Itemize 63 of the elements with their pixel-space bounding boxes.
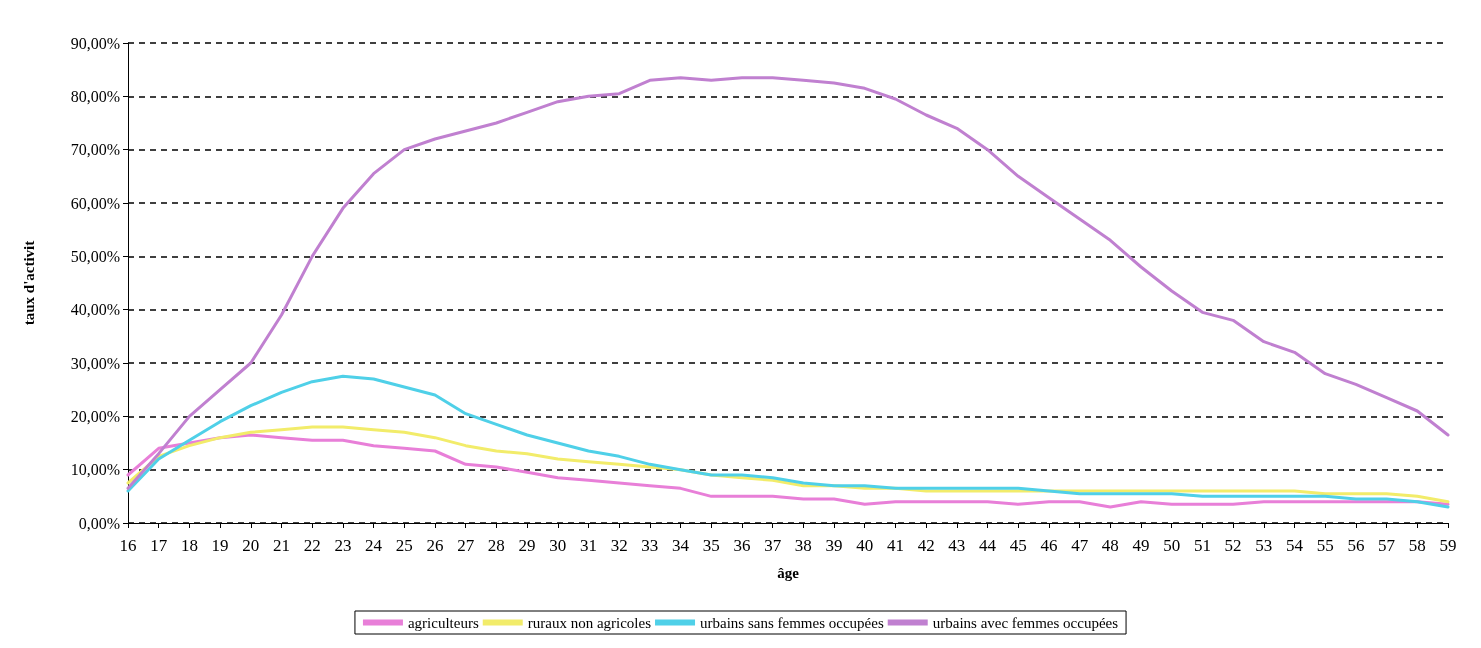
y-tick-label: 0,00%: [78, 514, 120, 532]
x-tick-label: 44: [979, 536, 997, 555]
x-tick-label: 22: [303, 536, 321, 555]
x-tick-label: 35: [702, 536, 720, 555]
y-tick-label: 10,00%: [70, 461, 120, 479]
x-tick-label: 41: [886, 536, 904, 555]
legend-label: agriculteurs: [407, 614, 479, 631]
x-tick-label: 51: [1193, 536, 1211, 555]
x-tick-label: 32: [610, 536, 628, 555]
x-tick-label: 37: [764, 536, 782, 555]
x-tick-label: 26: [426, 536, 444, 555]
x-tick-label: 54: [1286, 536, 1304, 555]
x-tick-label: 43: [948, 536, 966, 555]
x-tick-label: 29: [518, 536, 536, 555]
y-tick-label: 30,00%: [70, 354, 120, 372]
x-tick-label: 21: [272, 536, 290, 555]
line-series: [126, 374, 1450, 509]
x-tick-label: 59: [1439, 536, 1457, 555]
y-tick-label: 40,00%: [70, 301, 120, 319]
x-tick-label: 20: [242, 536, 260, 555]
x-tick-label: 17: [150, 536, 168, 555]
y-tick-label: 80,00%: [70, 87, 120, 105]
line-series: [126, 76, 1450, 490]
y-axis-title: taux d'activit: [20, 240, 37, 326]
x-tick-label: 31: [579, 536, 597, 555]
y-tick-label: 60,00%: [70, 194, 120, 212]
x-tick-label: 27: [457, 536, 475, 555]
x-tick-label: 49: [1132, 536, 1150, 555]
x-tick-label: 53: [1255, 536, 1273, 555]
legend-label: urbains avec femmes occupées: [932, 614, 1119, 631]
x-tick-label: 38: [794, 536, 812, 555]
x-tick-label: 16: [119, 536, 137, 555]
x-tick-label: 19: [211, 536, 229, 555]
x-tick-label: 48: [1101, 536, 1119, 555]
legend-label: urbains sans femmes occupées: [700, 614, 884, 631]
x-tick-label: 24: [365, 536, 383, 555]
x-tick-label: 47: [1071, 536, 1089, 555]
x-tick-label: 33: [641, 536, 659, 555]
x-axis-title: âge: [777, 564, 800, 581]
x-tick-label: 55: [1316, 536, 1334, 555]
x-tick-label: 25: [395, 536, 413, 555]
y-tick-label: 70,00%: [70, 141, 120, 159]
x-tick-label: 45: [1009, 536, 1027, 555]
x-tick-label: 40: [856, 536, 874, 555]
x-tick-label: 39: [825, 536, 843, 555]
x-tick-label: 34: [672, 536, 690, 555]
x-tick-label: 23: [334, 536, 352, 555]
x-tick-label: 52: [1224, 536, 1242, 555]
x-tick-label: 30: [549, 536, 567, 555]
y-tick-label: 20,00%: [70, 407, 120, 425]
x-tick-label: 36: [733, 536, 751, 555]
x-tick-label: 57: [1378, 536, 1396, 555]
x-tick-label: 18: [180, 536, 198, 555]
y-tick-label: 90,00%: [70, 34, 120, 52]
line-series: [126, 433, 1450, 509]
y-tick-label: 50,00%: [70, 247, 120, 265]
x-tick-label: 46: [1040, 536, 1058, 555]
x-tick-label: 42: [917, 536, 935, 555]
x-tick-label: 28: [487, 536, 505, 555]
x-tick-label: 56: [1347, 536, 1365, 555]
x-tick-label: 58: [1408, 536, 1426, 555]
legend-label: ruraux non agricoles: [527, 614, 652, 631]
x-tick-label: 50: [1163, 536, 1181, 555]
